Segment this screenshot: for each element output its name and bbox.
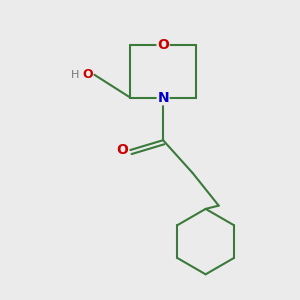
- Text: N: N: [157, 91, 169, 105]
- Text: O: O: [82, 68, 93, 81]
- Text: O: O: [157, 38, 169, 52]
- Text: H: H: [71, 70, 80, 80]
- Text: O: O: [116, 143, 128, 157]
